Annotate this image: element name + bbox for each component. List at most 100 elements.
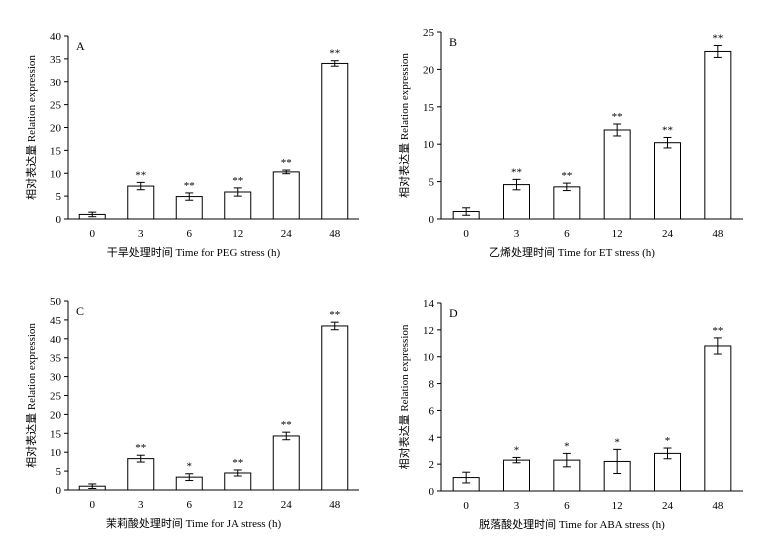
x-tick-label: 48 <box>329 499 341 511</box>
bar <box>272 171 300 220</box>
significance-label: * <box>564 440 570 452</box>
significance-label: ** <box>329 48 340 60</box>
y-axis-title: 相对表达量 Relation expression <box>24 323 38 468</box>
y-tick-label: 30 <box>50 77 62 89</box>
significance-label: ** <box>184 180 195 192</box>
significance-label: ** <box>662 124 673 136</box>
y-axis-title: 相对表达量 Relation expression <box>397 53 411 198</box>
y-tick-label: 50 <box>50 296 62 308</box>
significance-label: ** <box>281 419 292 431</box>
panel-letter: B <box>449 35 457 49</box>
y-tick-label: 15 <box>423 102 435 114</box>
x-tick-label: 6 <box>564 228 570 240</box>
bar <box>603 129 631 220</box>
y-tick-label: 6 <box>429 405 435 417</box>
x-axis-title: 乙烯处理时间 Time for ET stress (h) <box>489 246 655 259</box>
x-tick-label: 48 <box>712 228 724 240</box>
significance-label: ** <box>612 111 623 123</box>
x-tick-label: 6 <box>187 228 193 240</box>
x-tick-label: 3 <box>514 500 520 512</box>
x-tick-label: 12 <box>612 500 623 512</box>
x-axis-title: 茉莉酸处理时间 Time for JA stress (h) <box>106 516 282 530</box>
y-tick-label: 5 <box>56 191 62 203</box>
x-tick-label: 0 <box>463 228 469 240</box>
y-tick-label: 40 <box>50 31 62 43</box>
y-axis-title: 相对表达量 Relation expression <box>24 55 38 200</box>
x-tick-label: 0 <box>90 499 96 511</box>
significance-label: ** <box>232 175 243 187</box>
y-tick-label: 0 <box>56 485 62 497</box>
x-tick-label: 12 <box>232 228 243 240</box>
bar <box>704 50 732 220</box>
significance-label: ** <box>561 170 572 182</box>
y-tick-label: 5 <box>429 177 435 189</box>
x-tick-label: 3 <box>138 228 144 240</box>
x-tick-label: 24 <box>662 228 674 240</box>
bar <box>127 185 155 220</box>
panel-letter: D <box>449 306 458 320</box>
bar <box>503 459 530 492</box>
x-axis-title: 干旱处理时间 Time for PEG stress (h) <box>107 246 281 259</box>
y-tick-label: 0 <box>429 214 435 226</box>
y-tick-label: 2 <box>429 459 435 471</box>
y-tick-label: 5 <box>56 466 62 478</box>
significance-label: ** <box>712 32 723 44</box>
significance-label: ** <box>511 166 522 178</box>
y-tick-label: 45 <box>50 315 62 327</box>
x-tick-label: 0 <box>90 228 96 240</box>
bar <box>654 142 681 220</box>
bar <box>127 458 155 491</box>
panel-letter: A <box>76 39 85 53</box>
x-axis-title: 脱落酸处理时间 Time for ABA stress (h) <box>479 517 665 531</box>
y-tick-label: 14 <box>423 298 435 310</box>
y-tick-label: 12 <box>423 325 434 337</box>
y-tick-label: 35 <box>50 353 62 365</box>
y-tick-label: 15 <box>50 428 62 440</box>
y-tick-label: 30 <box>50 372 62 384</box>
bar <box>272 435 300 491</box>
y-tick-label: 25 <box>423 27 435 39</box>
y-tick-label: 15 <box>50 145 62 157</box>
significance-label: ** <box>135 169 146 181</box>
bar <box>321 62 349 220</box>
x-tick-label: 48 <box>712 500 724 512</box>
x-tick-label: 0 <box>463 500 469 512</box>
significance-label: * <box>187 461 193 473</box>
x-tick-label: 24 <box>281 499 293 511</box>
panel-letter: C <box>76 304 84 318</box>
x-tick-label: 3 <box>514 228 520 240</box>
x-tick-label: 24 <box>281 228 293 240</box>
y-tick-label: 10 <box>50 447 62 459</box>
x-tick-label: 48 <box>329 228 341 240</box>
x-tick-label: 24 <box>662 500 674 512</box>
y-tick-label: 35 <box>50 54 62 66</box>
x-tick-label: 12 <box>612 228 623 240</box>
y-tick-label: 25 <box>50 391 62 403</box>
y-tick-label: 25 <box>50 100 62 112</box>
y-tick-label: 8 <box>429 379 435 391</box>
x-tick-label: 3 <box>138 499 144 511</box>
significance-label: * <box>514 444 520 456</box>
y-tick-label: 0 <box>429 486 435 498</box>
significance-label: * <box>665 435 671 447</box>
y-tick-label: 40 <box>50 334 62 346</box>
x-tick-label: 12 <box>232 499 243 511</box>
bar <box>224 191 252 220</box>
bar <box>553 186 581 220</box>
significance-label: ** <box>329 309 340 321</box>
bar <box>321 325 349 491</box>
y-tick-label: 10 <box>50 168 62 180</box>
y-tick-label: 4 <box>429 432 435 444</box>
significance-label: ** <box>712 325 723 337</box>
y-tick-label: 10 <box>423 139 435 151</box>
significance-label: ** <box>232 457 243 469</box>
significance-label: * <box>614 436 620 448</box>
y-tick-label: 20 <box>423 64 435 76</box>
y-axis-title: 相对表达量 Relation expression <box>397 324 411 469</box>
bar <box>704 345 732 492</box>
y-tick-label: 10 <box>423 352 435 364</box>
significance-label: ** <box>135 442 146 454</box>
y-tick-label: 20 <box>50 409 62 421</box>
y-tick-label: 0 <box>56 214 62 226</box>
